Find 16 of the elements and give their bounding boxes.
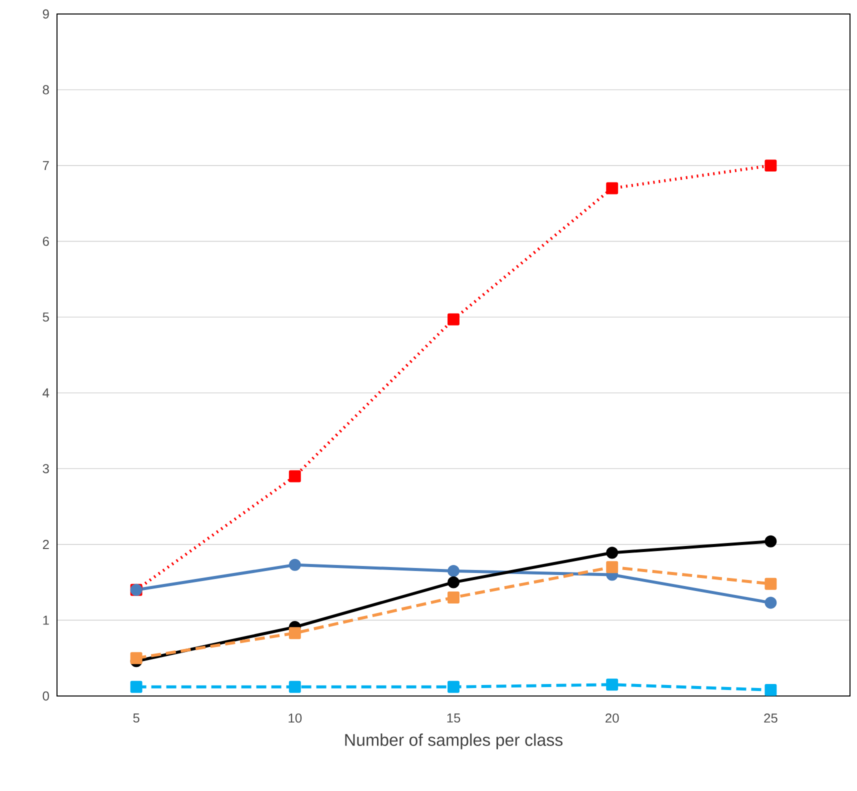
x-tick-label: 20: [606, 714, 619, 723]
y-tick-label: 2: [42, 540, 49, 549]
x-tick-label: 15: [447, 714, 460, 723]
y-tick-label: 8: [42, 85, 49, 94]
y-tick-label: 3: [42, 464, 49, 474]
y-tick-label: 7: [42, 161, 49, 170]
y-tick-label: 0: [42, 691, 49, 701]
x-tick-label: 25: [764, 714, 778, 723]
y-tick-label: 6: [42, 236, 49, 246]
x-tick-label: 10: [288, 714, 302, 723]
y-tick-label: 9: [42, 9, 49, 19]
y-tick-label: 5: [42, 312, 49, 322]
x-axis-title: Number of samples per class: [345, 734, 563, 750]
x-tick-label: 5: [133, 714, 140, 723]
y-tick-label: 4: [42, 388, 50, 398]
y-tick-label: 1: [43, 616, 49, 625]
